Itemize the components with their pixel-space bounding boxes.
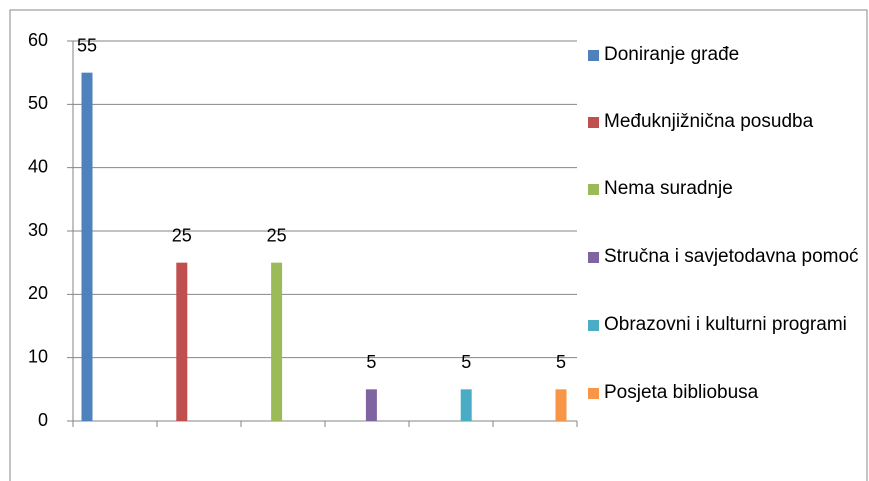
bar xyxy=(271,262,283,421)
legend-entry: Posjeta bibliobusa xyxy=(588,377,863,409)
legend-label: Obrazovni i kulturni programi xyxy=(604,314,847,335)
data-label: 25 xyxy=(267,225,287,245)
bar xyxy=(555,389,567,421)
chart-border xyxy=(9,9,868,481)
y-tick-label: 40 xyxy=(28,156,48,176)
data-label: 55 xyxy=(77,35,97,55)
bar xyxy=(176,262,188,421)
bar xyxy=(460,389,472,421)
bar xyxy=(81,72,93,422)
data-label: 5 xyxy=(366,352,376,372)
legend-label: Nema suradnje xyxy=(604,178,733,199)
legend-label: Doniranje građe xyxy=(604,44,740,65)
legend-swatch xyxy=(588,388,599,399)
y-tick-label: 0 xyxy=(38,410,48,430)
legend-entry: Doniranje građe xyxy=(588,39,863,71)
legend-entry: Međuknjižnična posudba xyxy=(588,106,863,138)
legend-label: Međuknjižnična posudba xyxy=(604,111,814,132)
y-tick-label: 20 xyxy=(28,283,48,303)
legend-label: Posjeta bibliobusa xyxy=(604,382,759,403)
data-label: 5 xyxy=(461,352,471,372)
y-tick-label: 60 xyxy=(28,30,48,50)
legend-swatch xyxy=(588,320,599,331)
legend-entry: Obrazovni i kulturni programi xyxy=(588,309,863,341)
bar xyxy=(365,389,377,421)
y-tick-label: 50 xyxy=(28,93,48,113)
legend-entry: Nema suradnje xyxy=(588,173,863,205)
legend-label: Stručna i savjetodavna pomoć xyxy=(604,246,859,267)
data-label: 25 xyxy=(172,225,192,245)
legend-swatch xyxy=(588,117,599,128)
legend-swatch xyxy=(588,50,599,61)
y-tick-label: 10 xyxy=(28,346,48,366)
legend-entry: Stručna i savjetodavna pomoć xyxy=(588,241,863,273)
data-label: 5 xyxy=(556,352,566,372)
legend-swatch xyxy=(588,252,599,263)
legend-swatch xyxy=(588,184,599,195)
y-tick-label: 30 xyxy=(28,220,48,240)
